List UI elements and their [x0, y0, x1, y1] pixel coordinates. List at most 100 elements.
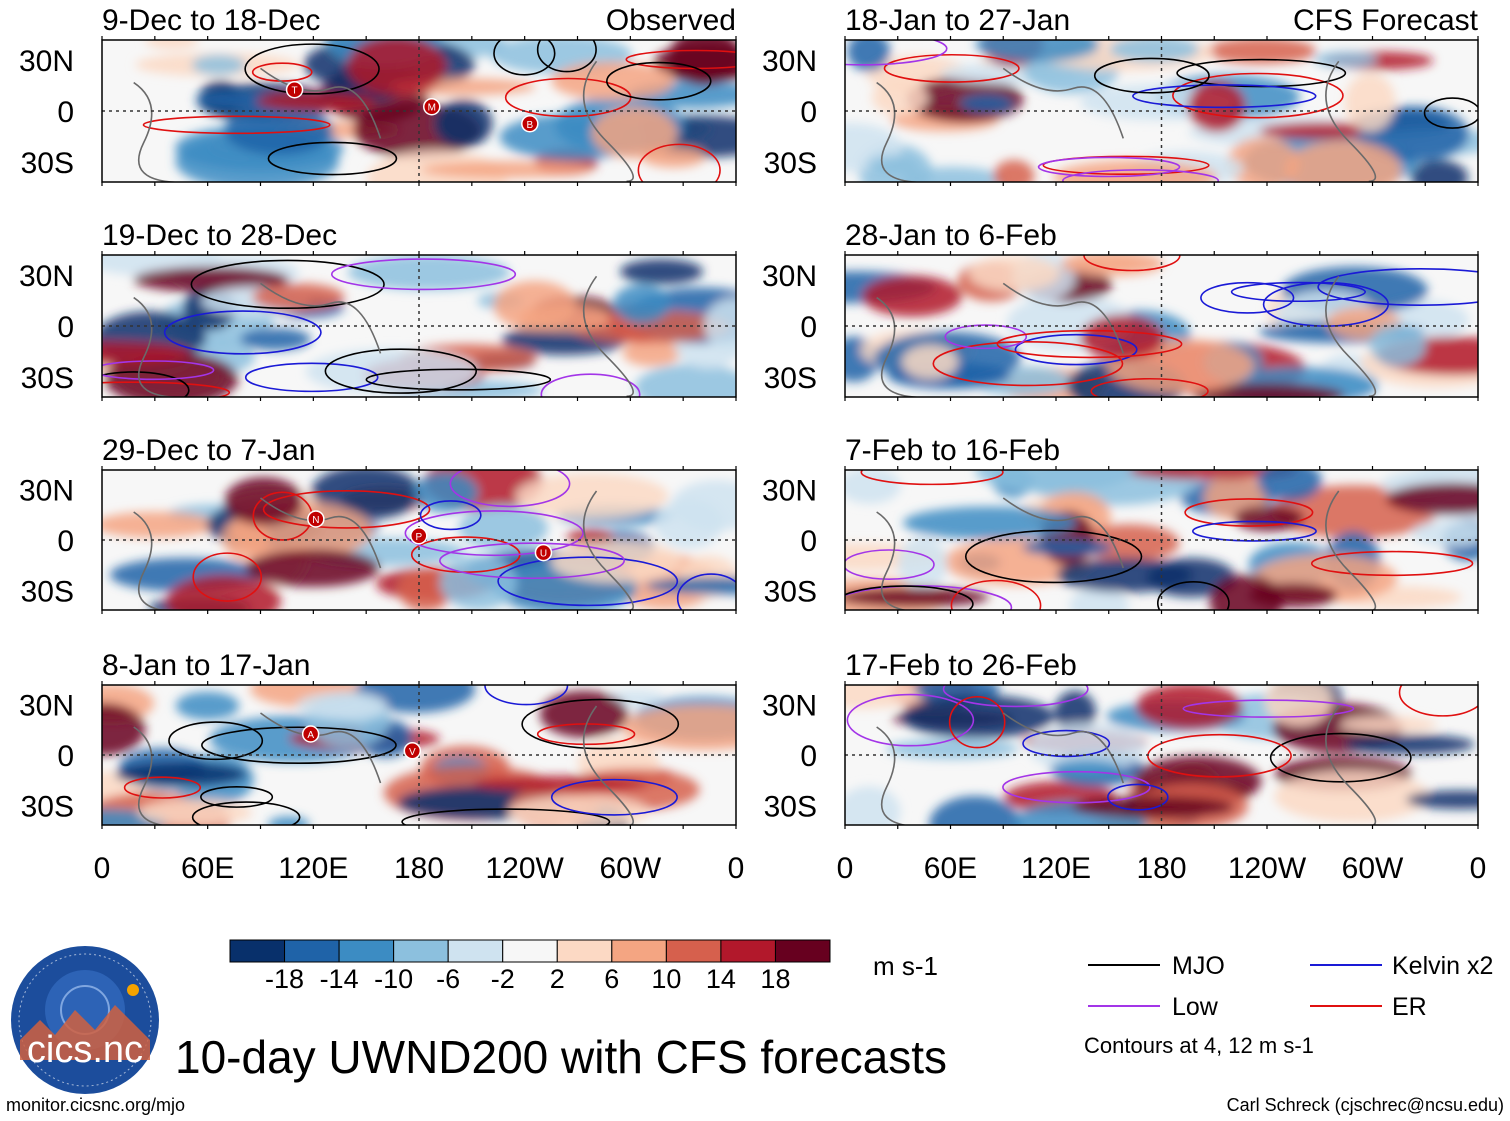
storm-marker: M — [423, 97, 441, 116]
longitude-label: 0 — [94, 852, 111, 885]
latitude-label: 0 — [57, 96, 74, 129]
longitude-label: 120E — [1021, 852, 1091, 885]
map-panel: 8-Jan to 17-Jan 30N 0 30S — [19, 649, 737, 829]
storm-marker: B — [521, 115, 539, 133]
legend-low-label: Low — [1172, 993, 1219, 1021]
colorbar-swatch — [229, 939, 286, 963]
colorbar-tick-label: -18 — [265, 964, 304, 994]
svg-text:N: N — [312, 515, 319, 526]
latitude-label: 30S — [21, 790, 74, 823]
longitude-label: 60W — [1342, 852, 1404, 885]
legend-mjo-label: MJO — [1172, 952, 1225, 980]
colorbar-tick-label: -6 — [436, 964, 460, 994]
storm-marker: A — [301, 725, 320, 743]
latitude-label: 0 — [800, 740, 817, 773]
footer-credit: Carl Schreck (cjschrec@ncsu.edu) — [1227, 1095, 1504, 1115]
panel-period-title: 7-Feb to 16-Feb — [845, 434, 1060, 467]
latitude-label: 30N — [762, 475, 817, 508]
latitude-label: 30S — [764, 362, 817, 395]
svg-text:V: V — [409, 747, 416, 758]
storm-marker: N — [307, 510, 325, 528]
colorbar-swatch — [556, 939, 613, 963]
column-label-cfs-forecast: CFS Forecast — [1293, 4, 1479, 37]
storm-marker: U — [534, 543, 553, 562]
storm-marker: P — [410, 527, 428, 545]
colorbar-tick-label: 10 — [651, 964, 681, 994]
contour-legend: MJO Kelvin x2 Low ER Contours at 4, 12 m… — [1084, 952, 1493, 1058]
longitude-axis-observed: 0 60E 120E 180 120W 60W 0 — [94, 852, 745, 885]
colorbar-tick-label: -2 — [491, 964, 515, 994]
colorbar-tick-label: 2 — [550, 964, 565, 994]
storm-marker: T — [285, 80, 304, 99]
latitude-label: 0 — [57, 525, 74, 558]
colorbar-tick-label: 18 — [760, 964, 790, 994]
latitude-label: 30S — [764, 147, 817, 180]
colorbar-swatch — [611, 939, 667, 963]
map-panel: 19-Dec to 28-Dec 30N 0 30S — [19, 219, 737, 401]
map-panel: 18-Jan to 27-Jan 30N 0 30S — [762, 4, 1479, 186]
longitude-label: 120W — [485, 852, 564, 885]
colorbar-swatch — [720, 939, 776, 963]
colorbar-tick-label: -14 — [320, 964, 359, 994]
latitude-label: 0 — [800, 311, 817, 344]
colorbar-tick-label: 14 — [706, 964, 736, 994]
map-panel: 29-Dec to 7-Jan 30N 0 30S — [19, 434, 737, 614]
longitude-label: 60E — [181, 852, 234, 885]
longitude-label: 0 — [728, 852, 745, 885]
latitude-label: 30N — [19, 45, 74, 78]
longitude-label: 60E — [924, 852, 977, 885]
longitude-label: 0 — [1470, 852, 1487, 885]
colorbar-swatch — [502, 939, 558, 963]
longitude-label: 120W — [1228, 852, 1307, 885]
panel-period-title: 28-Jan to 6-Feb — [845, 219, 1057, 252]
panel-period-title: 18-Jan to 27-Jan — [845, 4, 1070, 37]
latitude-label: 0 — [800, 525, 817, 558]
longitude-label: 0 — [837, 852, 854, 885]
colorbar-tick-label: -10 — [374, 964, 413, 994]
colorbar: -18 -14 -10 -6 -2 2 6 10 14 18 — [229, 939, 831, 994]
latitude-label: 30N — [19, 260, 74, 293]
figure-title: 10-day UWND200 with CFS forecasts — [175, 1031, 947, 1083]
map-panel: 17-Feb to 26-Feb 30N 0 30S — [762, 649, 1479, 829]
panel-period-title: 17-Feb to 26-Feb — [845, 649, 1077, 682]
latitude-label: 30S — [21, 362, 74, 395]
latitude-label: 30N — [19, 475, 74, 508]
colorbar-swatch — [665, 939, 722, 963]
map-panel: 28-Jan to 6-Feb 30N 0 30S — [762, 219, 1479, 401]
contour-note: Contours at 4, 12 m s-1 — [1084, 1033, 1314, 1058]
svg-text:T: T — [292, 86, 298, 97]
logo-wordmark: cics.nc — [27, 1029, 143, 1071]
colorbar-swatch — [284, 939, 340, 963]
legend-er-label: ER — [1392, 993, 1427, 1021]
latitude-label: 30N — [19, 690, 74, 723]
svg-text:M: M — [428, 103, 436, 114]
column-label-observed: Observed — [606, 4, 736, 37]
longitude-label: 120E — [278, 852, 348, 885]
longitude-axis-forecast: 0 60E 120E 180 120W 60W 0 — [837, 852, 1487, 885]
cics-logo: cics.nc — [11, 946, 159, 1094]
footer-url: monitor.cicsnc.org/mjo — [6, 1095, 185, 1115]
latitude-label: 30S — [764, 790, 817, 823]
svg-text:P: P — [415, 532, 422, 543]
latitude-label: 30S — [764, 575, 817, 608]
latitude-label: 30N — [762, 260, 817, 293]
latitude-label: 0 — [57, 740, 74, 773]
colorbar-swatch — [393, 939, 449, 963]
map-panel: 9-Dec to 18-Dec 30N 0 30S — [19, 4, 737, 186]
map-panels: 9-Dec to 18-Dec 30N 0 30S 19-Dec to 28-Dec 30… — [19, 4, 1479, 829]
longitude-label: 180 — [1136, 852, 1186, 885]
latitude-label: 30S — [21, 575, 74, 608]
panel-period-title: 19-Dec to 28-Dec — [102, 219, 337, 252]
panel-period-title: 8-Jan to 17-Jan — [102, 649, 310, 682]
panel-period-title: 9-Dec to 18-Dec — [102, 4, 320, 37]
svg-text:B: B — [526, 120, 533, 131]
map-panel: 7-Feb to 16-Feb 30N 0 30S — [762, 434, 1479, 614]
latitude-label: 0 — [800, 96, 817, 129]
colorbar-swatch — [774, 939, 831, 963]
svg-text:A: A — [307, 730, 314, 741]
panel-period-title: 29-Dec to 7-Jan — [102, 434, 315, 467]
colorbar-tick-label: 6 — [604, 964, 619, 994]
longitude-label: 180 — [394, 852, 444, 885]
longitude-label: 60W — [599, 852, 661, 885]
latitude-label: 30S — [21, 147, 74, 180]
